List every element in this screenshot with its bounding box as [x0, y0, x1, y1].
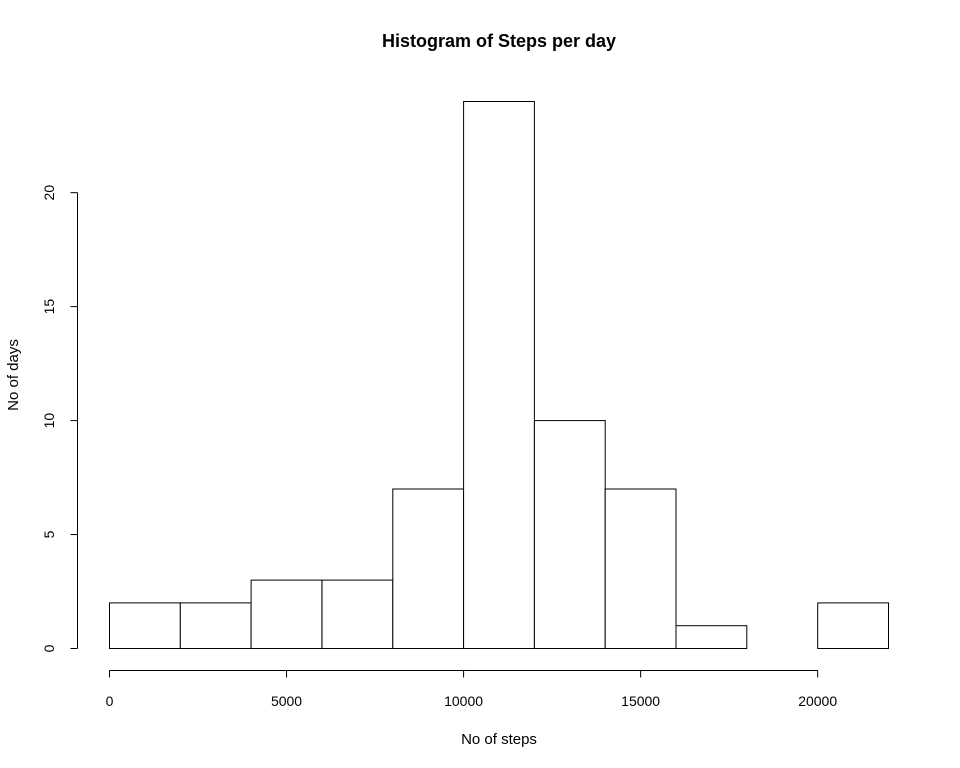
- x-axis: 0 5000 10000 15000 20000: [106, 670, 837, 709]
- histogram-bar: [250, 579, 323, 649]
- y-tick-label: 20: [41, 185, 57, 201]
- y-axis-label: No of days: [5, 339, 22, 411]
- y-tick-label: 5: [41, 530, 57, 538]
- y-axis: 0 5 10 15 20: [41, 185, 78, 652]
- y-tick-label: 10: [41, 413, 57, 429]
- x-axis-label: No of steps: [461, 731, 537, 748]
- histogram-bar: [817, 602, 890, 650]
- x-tick-label: 5000: [271, 693, 302, 709]
- x-tick-label: 15000: [621, 693, 660, 709]
- chart-title: Histogram of Steps per day: [382, 31, 616, 51]
- x-tick-label: 0: [106, 693, 114, 709]
- y-tick-label: 0: [41, 644, 57, 652]
- histogram-bar: [179, 602, 252, 650]
- x-tick-label: 10000: [444, 693, 483, 709]
- histogram-bar: [463, 101, 535, 649]
- histogram-bar: [392, 488, 465, 649]
- histogram-bar: [321, 579, 394, 649]
- histogram-bar: [109, 602, 181, 650]
- histogram-bar: [533, 420, 606, 649]
- x-tick-label: 20000: [798, 693, 837, 709]
- bars-group: [109, 101, 890, 650]
- histogram-bar: [604, 488, 677, 649]
- histogram-bar: [675, 625, 748, 650]
- y-tick-label: 15: [41, 299, 57, 315]
